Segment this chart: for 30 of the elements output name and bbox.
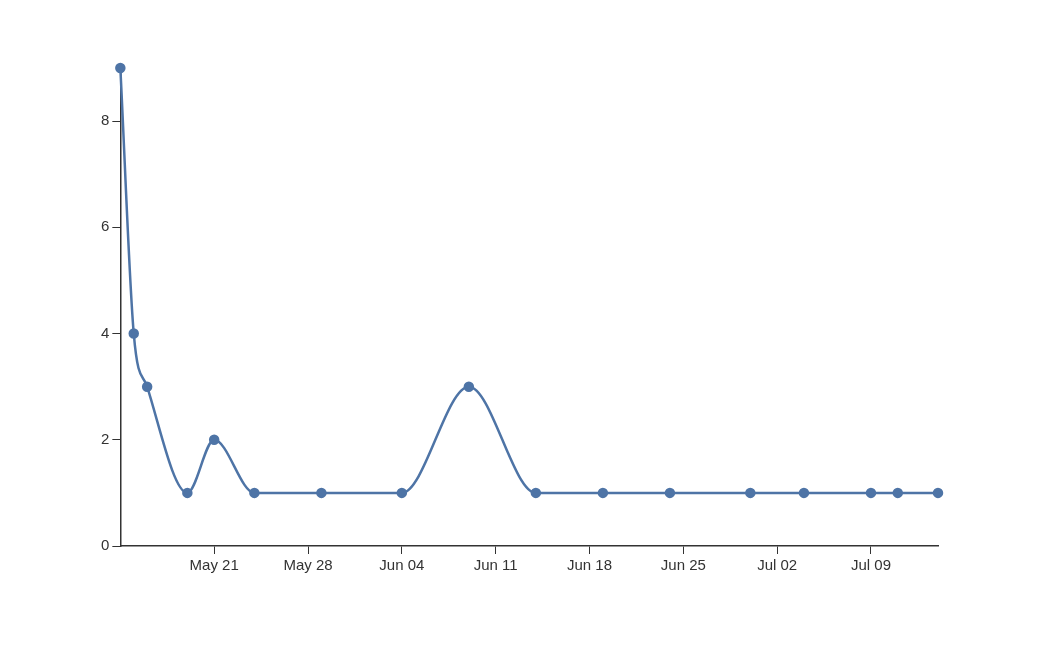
x-tick-label: May 28 <box>283 556 333 574</box>
y-tick-label: 4 <box>101 323 110 341</box>
x-tick-label: Jun 25 <box>660 556 706 574</box>
point <box>865 487 877 499</box>
point <box>597 487 609 499</box>
point <box>664 487 676 499</box>
point <box>128 328 139 339</box>
y-tick-label: 0 <box>101 536 110 554</box>
point <box>745 487 756 499</box>
x-tick-label: Jul 09 <box>850 556 891 574</box>
point <box>208 434 220 446</box>
point <box>182 487 193 499</box>
point <box>798 487 810 499</box>
y-tick-label: 8 <box>101 111 110 129</box>
point <box>530 487 542 499</box>
point <box>396 487 408 499</box>
point <box>249 487 260 499</box>
x-tick-label: Jun 11 <box>473 556 518 574</box>
x-tick-label: Jun 04 <box>379 556 425 574</box>
point <box>463 381 475 392</box>
point <box>892 487 904 499</box>
point <box>932 487 944 499</box>
point <box>115 62 126 74</box>
point <box>141 381 153 392</box>
point <box>316 487 327 499</box>
y-tick-label: 2 <box>101 429 110 447</box>
x-tick-label: Jun 18 <box>566 556 613 574</box>
x-tick-label: May 21 <box>189 556 239 574</box>
y-tick-label: 6 <box>101 217 110 235</box>
x-tick-label: Jul 02 <box>757 556 798 574</box>
